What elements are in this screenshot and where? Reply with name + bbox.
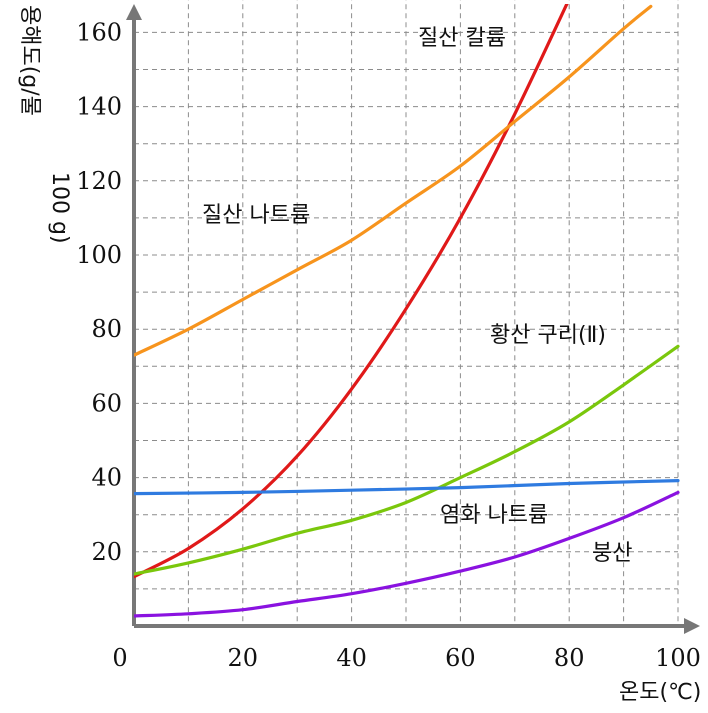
y-axis-label-line2: 100 g) — [47, 172, 72, 244]
series-line-sodium-nitrate — [134, 4, 653, 357]
y-axis-label: 용해도(g/물 100 g) — [17, 5, 72, 244]
y-axis-label-line1: 용해도(g/물 — [17, 5, 42, 116]
y-tick-label: 100 — [76, 241, 122, 269]
series-label-boric-acid: 붕산 — [592, 541, 632, 566]
x-tick-label: 40 — [336, 644, 367, 672]
x-axis-label: 온도(℃) — [619, 680, 701, 705]
series-line-copper-sulfate — [134, 344, 680, 576]
y-tick-labels: 20 40 60 80 100 120 140 160 — [76, 18, 122, 565]
series-line-boric-acid — [134, 490, 680, 618]
series-label-sodium-nitrate: 질산 나트륨 — [202, 203, 310, 228]
series-label-sodium-chloride: 염화 나트륨 — [440, 503, 548, 528]
series-lines — [134, 4, 680, 618]
x-tick-labels: 0 20 40 60 80 100 — [112, 644, 701, 672]
series-label-copper-sulfate: 황산 구리(Ⅱ) — [490, 323, 606, 348]
y-tick-label: 60 — [91, 389, 122, 417]
x-tick-label: 60 — [445, 644, 476, 672]
y-tick-label: 140 — [76, 93, 122, 121]
y-tick-label: 160 — [76, 18, 122, 46]
series-label-potassium-nitrate: 질산 칼륨 — [418, 26, 506, 51]
x-tick-label: 80 — [554, 644, 585, 672]
x-tick-label: 20 — [228, 644, 259, 672]
x-tick-label: 100 — [655, 644, 701, 672]
y-tick-label: 120 — [76, 167, 122, 195]
series-line-sodium-chloride — [134, 479, 680, 496]
axes — [126, 4, 700, 634]
y-tick-label: 40 — [91, 464, 122, 492]
y-tick-label: 20 — [91, 538, 122, 566]
y-axis-arrow — [126, 4, 142, 20]
grid — [134, 0, 679, 626]
x-axis-arrow — [684, 618, 700, 634]
x-tick-label: 0 — [112, 644, 127, 672]
y-tick-label: 80 — [91, 315, 122, 343]
